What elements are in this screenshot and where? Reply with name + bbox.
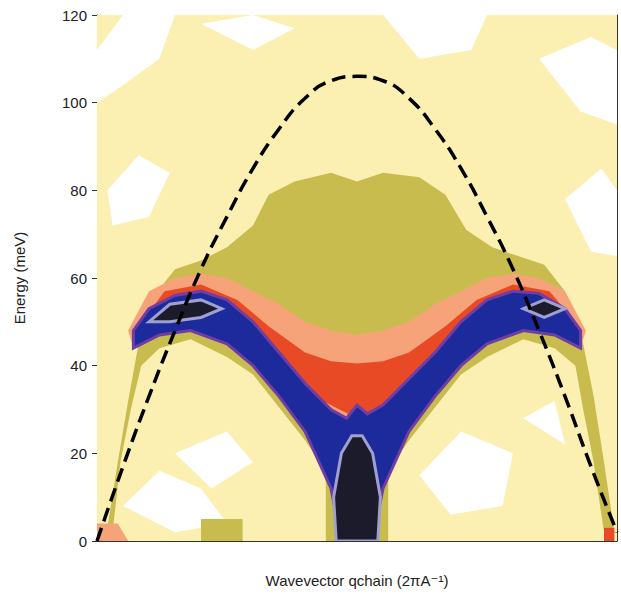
svg-text:60: 60 — [70, 270, 87, 287]
svg-text:100: 100 — [62, 94, 87, 111]
svg-text:40: 40 — [70, 357, 87, 374]
svg-text:Energy (meV): Energy (meV) — [11, 232, 28, 325]
svg-text:20: 20 — [70, 445, 87, 462]
svg-text:120: 120 — [62, 7, 87, 24]
svg-text:80: 80 — [70, 182, 87, 199]
svg-text:0: 0 — [79, 533, 87, 550]
svg-text:Wavevector qchain (2πA⁻¹): Wavevector qchain (2πA⁻¹) — [266, 572, 449, 589]
